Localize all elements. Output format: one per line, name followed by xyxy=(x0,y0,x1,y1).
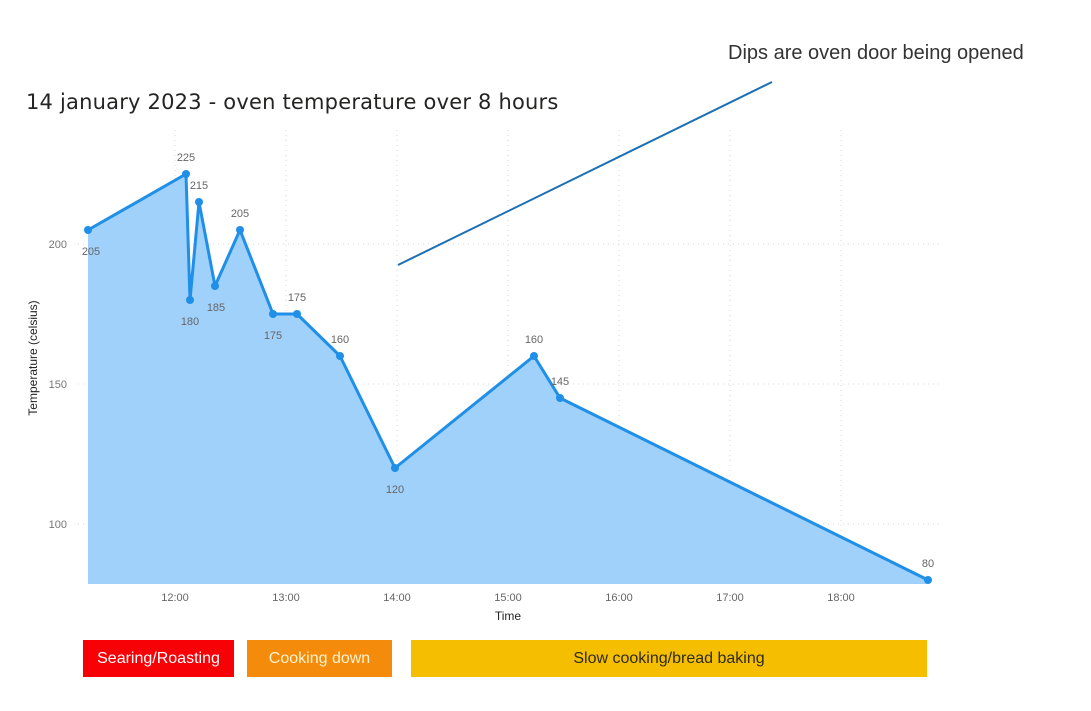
data-label: 175 xyxy=(264,330,282,342)
data-label: 160 xyxy=(525,334,543,346)
x-axis: 12:00 13:00 14:00 15:00 16:00 17:00 18:0… xyxy=(161,592,855,623)
data-point[interactable] xyxy=(236,226,244,234)
data-label: 205 xyxy=(82,246,100,258)
data-point[interactable] xyxy=(391,464,399,472)
data-label: 120 xyxy=(386,484,404,496)
data-point[interactable] xyxy=(269,310,277,318)
area-fill xyxy=(88,174,928,584)
data-point[interactable] xyxy=(336,352,344,360)
data-label: 80 xyxy=(922,558,934,570)
annotation-text: Dips are oven door being opened xyxy=(728,42,1024,64)
phase-slow-cooking: Slow cooking/bread baking xyxy=(411,640,927,677)
x-tick: 16:00 xyxy=(605,592,633,604)
x-tick: 14:00 xyxy=(383,592,411,604)
data-label: 185 xyxy=(207,302,225,314)
x-tick: 13:00 xyxy=(272,592,300,604)
data-labels: 205 225 180 215 185 205 175 175 160 120 … xyxy=(82,152,934,570)
data-points xyxy=(84,170,932,584)
y-axis: 200 150 100 Temperature (celsius) xyxy=(26,239,67,531)
data-point[interactable] xyxy=(211,282,219,290)
y-axis-title: Temperature (celsius) xyxy=(26,300,40,415)
data-point[interactable] xyxy=(924,576,932,584)
y-tick-200: 200 xyxy=(49,239,67,251)
y-tick-150: 150 xyxy=(49,379,67,391)
data-point[interactable] xyxy=(293,310,301,318)
phase-searing-roasting: Searing/Roasting xyxy=(83,640,234,677)
data-label: 180 xyxy=(181,316,199,328)
annotation-line xyxy=(397,81,773,266)
data-point[interactable] xyxy=(556,394,564,402)
data-label: 145 xyxy=(551,376,569,388)
data-label: 215 xyxy=(190,180,208,192)
data-label: 205 xyxy=(231,208,249,220)
x-tick: 18:00 xyxy=(827,592,855,604)
data-label: 225 xyxy=(177,152,195,164)
data-label: 160 xyxy=(331,334,349,346)
x-axis-title: Time xyxy=(495,609,522,623)
data-point[interactable] xyxy=(182,170,190,178)
data-label: 175 xyxy=(288,292,306,304)
data-point[interactable] xyxy=(84,226,92,234)
phase-cooking-down: Cooking down xyxy=(247,640,392,677)
y-tick-100: 100 xyxy=(49,519,67,531)
x-tick: 15:00 xyxy=(494,592,522,604)
data-point[interactable] xyxy=(186,296,194,304)
x-tick: 17:00 xyxy=(716,592,744,604)
x-tick: 12:00 xyxy=(161,592,189,604)
chart-title: 14 january 2023 - oven temperature over … xyxy=(26,90,559,114)
data-point[interactable] xyxy=(195,198,203,206)
data-point[interactable] xyxy=(530,352,538,360)
